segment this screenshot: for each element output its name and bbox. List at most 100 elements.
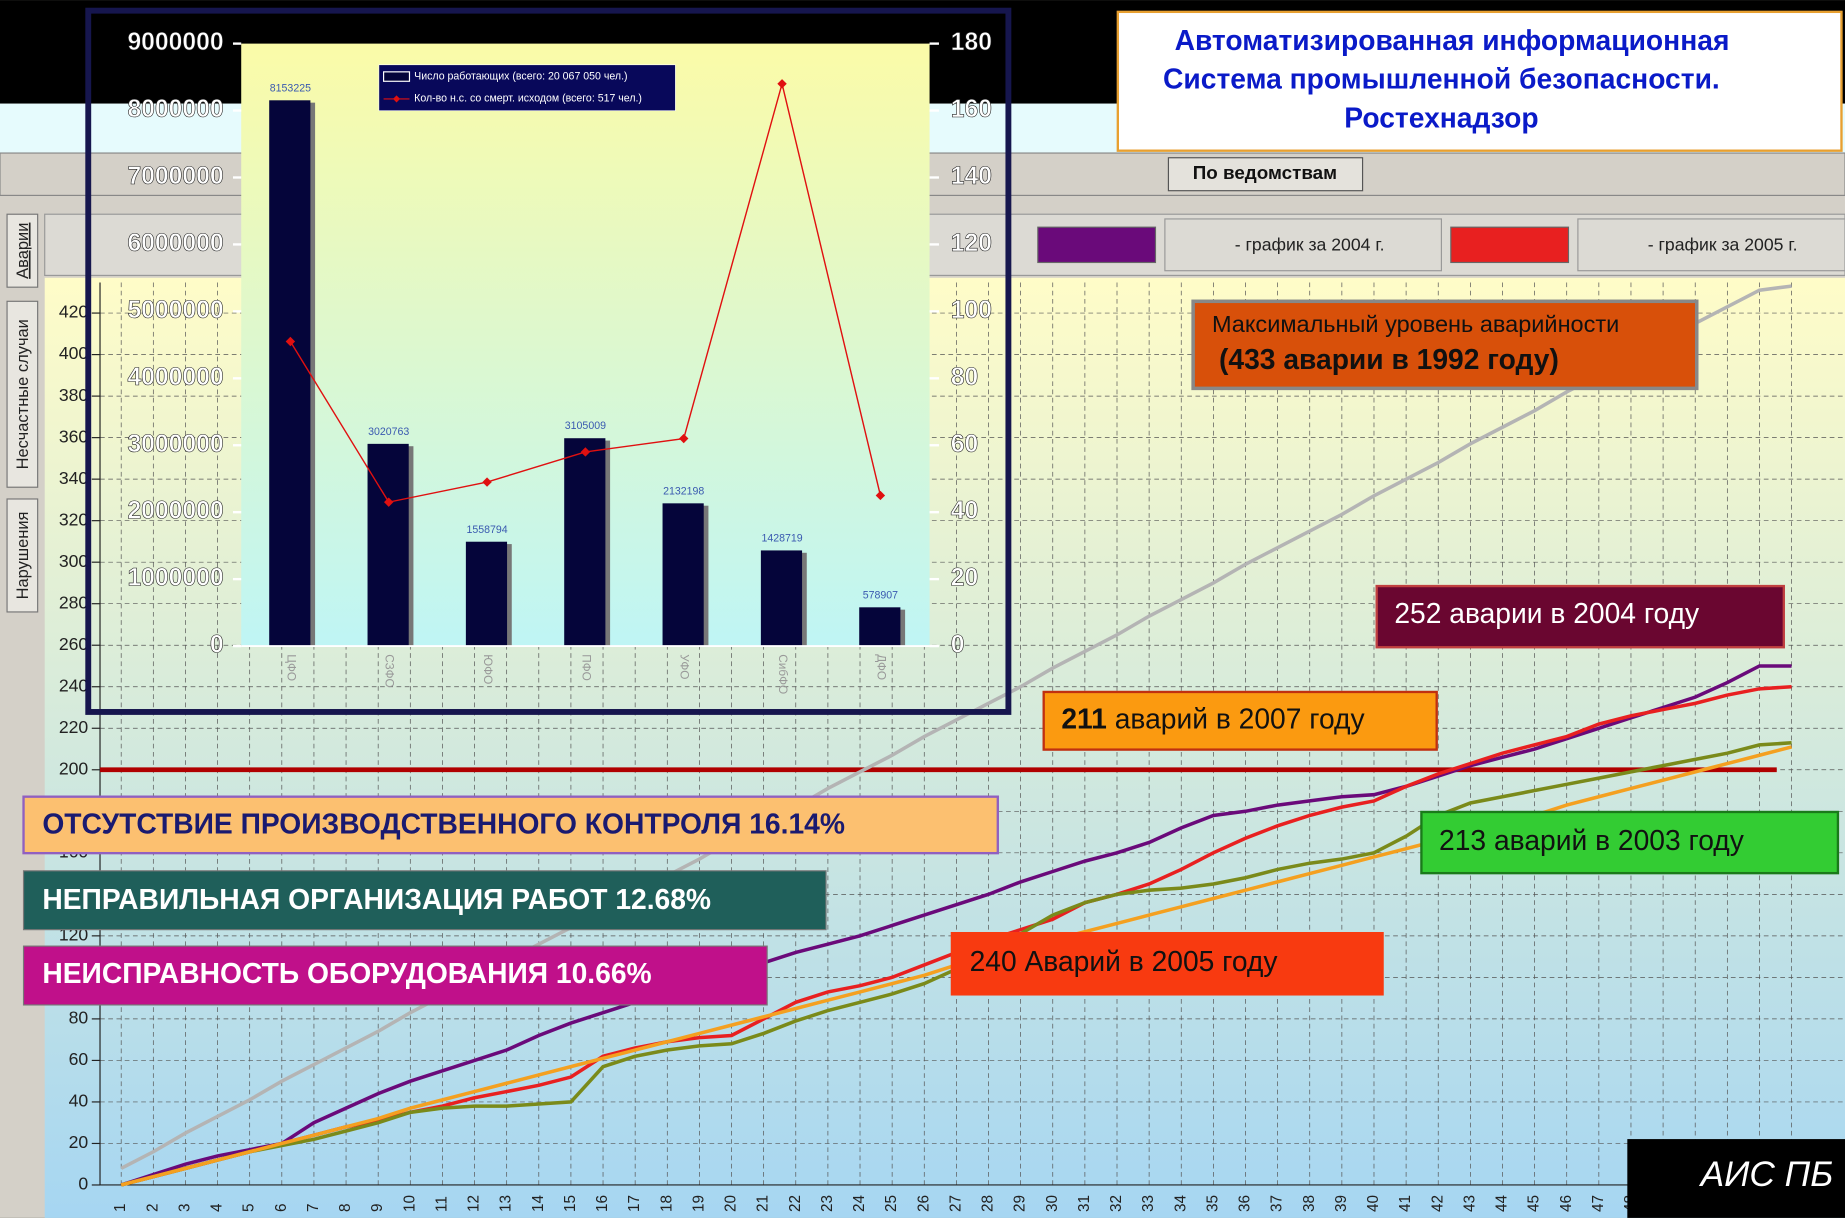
y-tick-label: 1000000 [127, 565, 223, 592]
tab[interactable] [6, 498, 39, 613]
y2-tick-label: 0 [951, 632, 965, 659]
legend-swatch [383, 71, 411, 82]
y-tick-label: 240 [59, 675, 89, 695]
bar [859, 607, 901, 647]
x-tick-label: 1 [112, 1204, 129, 1213]
factor-text: НЕПРАВИЛЬНАЯ ОРГАНИЗАЦИЯ РАБОТ 12.68% [42, 883, 711, 915]
x-tick-label: 3 [176, 1204, 193, 1213]
x-tick-label: 43 [1461, 1195, 1478, 1212]
x-tick-label: 4 [209, 1203, 226, 1212]
y2-tick-label: 120 [951, 230, 992, 257]
value-label: 8153225 [270, 82, 311, 94]
x-tick-label: 11 [433, 1196, 450, 1212]
tab[interactable] [6, 213, 39, 288]
bar [269, 100, 311, 647]
value-label: 3105009 [565, 420, 606, 432]
legend-label: Кол-во н.с. со смерт. исходом (всего: 51… [414, 93, 642, 105]
factor-box [22, 870, 827, 931]
x-tick-label: 19 [690, 1195, 707, 1212]
y-tick-label: 20 [69, 1132, 89, 1152]
y-tick-label: 4000000 [127, 364, 223, 391]
x-tick-label: 37 [1269, 1195, 1286, 1212]
x-tick-label: 33 [1140, 1195, 1157, 1212]
point [777, 79, 787, 89]
x-tick-label: 30 [1044, 1195, 1061, 1212]
x-tick-label: 46 [1558, 1195, 1575, 1212]
y2-tick-label: 20 [951, 565, 978, 592]
x-tick-label: 32 [1108, 1195, 1125, 1212]
y-tick-label: 300 [59, 551, 89, 571]
y-tick-label: 320 [59, 509, 89, 529]
x-tick-label: 31 [1076, 1195, 1093, 1212]
y-tick-label: 420 [59, 302, 89, 322]
footer-box [1627, 1139, 1845, 1218]
series-line [120, 664, 1792, 1187]
x-tick-label: СибФО [776, 654, 789, 694]
y-tick-label: 0 [210, 632, 224, 659]
x-tick-label: 41 [1397, 1195, 1414, 1212]
tab-label[interactable]: Несчастные случаи [14, 319, 32, 469]
x-tick-label: 21 [755, 1195, 772, 1212]
value-label: 1428719 [761, 532, 802, 544]
value-label: 2132198 [663, 485, 704, 497]
y-tick-label: 3000000 [127, 431, 223, 458]
factor-text: НЕИСПРАВНОСТЬ ОБОРУДОВАНИЯ 10.66% [42, 957, 651, 989]
side-tabs: Аварии Несчастные случаи Нарушения [6, 213, 39, 613]
tab-label[interactable]: Нарушения [14, 512, 32, 600]
annotation-box [1420, 810, 1840, 875]
accident-chart: 1 2 3 4 5 6 7 8 9 10 11 12 13 14 15 16 17 18 19 20 21 22 23 24 2… [59, 282, 1845, 1212]
tab-label[interactable]: Аварии [14, 223, 32, 279]
x-tick-label: 45 [1526, 1195, 1543, 1212]
x-tick-label: 34 [1172, 1195, 1189, 1212]
legend-cell [1164, 218, 1442, 272]
overlays: Автоматизированная информационная Систем… [22, 10, 1845, 1218]
tab[interactable] [6, 300, 39, 488]
x-tick-label: ЦФО [284, 654, 297, 681]
bar [760, 550, 803, 647]
y-tick-label: 360 [59, 426, 89, 446]
x-tick-label: 15 [562, 1195, 579, 1212]
x-tick-label: СЗФО [383, 654, 396, 687]
legend-cell [1577, 218, 1845, 272]
x-tick-label: 36 [1237, 1195, 1254, 1212]
x-tick-label: 17 [626, 1195, 643, 1212]
y-tick-label: 340 [59, 468, 89, 488]
bar [465, 541, 508, 647]
annotation-bold: 211 [1061, 703, 1107, 735]
value-label: 1558794 [466, 524, 507, 536]
x-tick-label: 6 [273, 1204, 290, 1213]
y-tick-label: 8000000 [127, 96, 223, 123]
bar [367, 443, 409, 647]
factor-text: ОТСУТСТВИЕ ПРОИЗВОДСТВЕННОГО КОНТРОЛЯ 16… [42, 808, 845, 840]
x-tick-label: ПФО [579, 654, 592, 681]
y-tick-label: 0 [78, 1174, 88, 1194]
footer-text: АИС ПБ [1699, 1155, 1834, 1194]
header-box [1116, 10, 1843, 152]
y-tick-label: 280 [59, 592, 89, 612]
x-tick-label: УФО [678, 654, 691, 679]
x-tick-label: 35 [1204, 1195, 1221, 1212]
y-tick-label: 6000000 [127, 230, 223, 257]
legend-label: - график за 2004 г. [1235, 235, 1385, 255]
x-tick-label: ЮФО [481, 654, 494, 684]
legend-swatch [1450, 226, 1570, 264]
legend-swatch [1037, 226, 1157, 264]
point [384, 497, 394, 507]
y2-tick-label: 160 [951, 96, 992, 123]
x-tick-label: 27 [947, 1195, 964, 1212]
annotation-text: 213 аварий в 2003 году [1439, 824, 1745, 856]
bar [662, 503, 704, 647]
button[interactable] [1167, 157, 1364, 192]
y-tick-label: 2000000 [127, 498, 223, 525]
button-label[interactable]: По ведомствам [1193, 162, 1337, 183]
y-tick-label: 9000000 [127, 29, 223, 56]
value-label: 578907 [863, 589, 898, 601]
inset-legend [378, 64, 676, 111]
annotation-text: (433 аварии в 1992 году) [1219, 343, 1559, 375]
y-tick-label: 260 [59, 634, 89, 654]
annotation-box [950, 931, 1384, 996]
y-tick-label: 7000000 [127, 163, 223, 190]
value-label: 3020763 [368, 426, 409, 438]
annotation-box [1191, 299, 1699, 391]
